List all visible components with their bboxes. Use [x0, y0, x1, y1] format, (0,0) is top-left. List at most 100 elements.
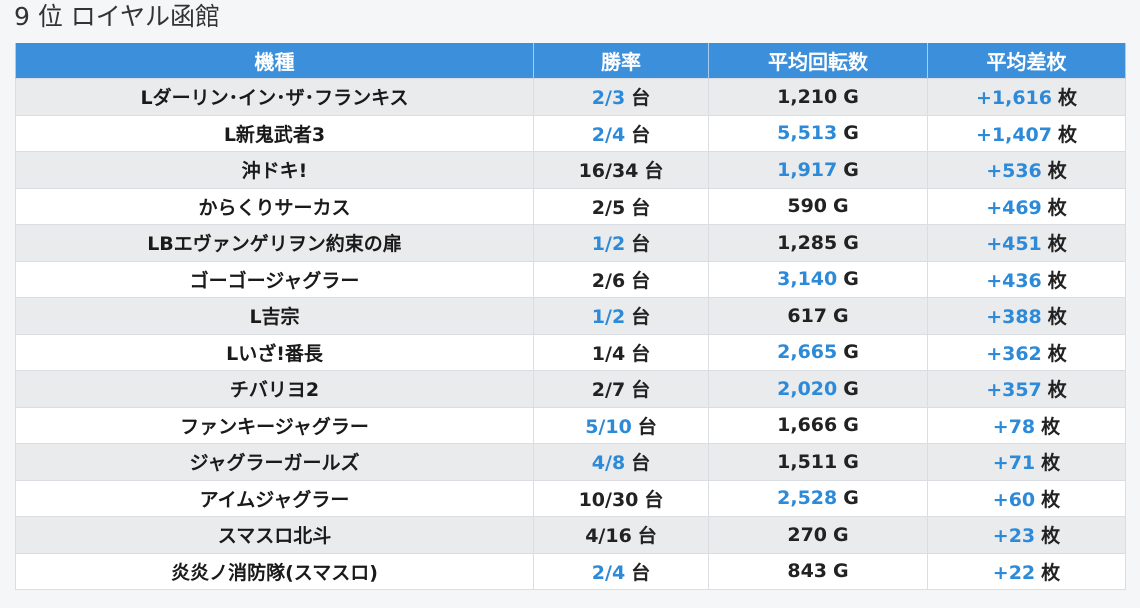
avg-diff-value: +436 — [986, 269, 1042, 292]
machine-name-cell: Lいざ!番長 — [15, 333, 534, 371]
avg-spins-cell: 1,210 G — [708, 78, 928, 116]
avg-spins-unit: G — [833, 560, 849, 583]
table-row: 炎炎ノ消防隊(スマスロ) 2/4 台 843 G +22 枚 — [15, 552, 1126, 590]
machine-name-cell: L新鬼武者3 — [15, 114, 534, 152]
table-row: ゴーゴージャグラー 2/6 台 3,140 G +436 枚 — [15, 260, 1126, 298]
avg-spins-unit: G — [843, 377, 859, 400]
avg-diff-value: +388 — [986, 306, 1042, 329]
machine-name: 沖ドキ! — [241, 160, 308, 183]
machine-name-cell: チバリヨ2 — [15, 370, 534, 408]
table-row: ジャグラーガールズ 4/8 台 1,511 G +71 枚 — [15, 443, 1126, 481]
avg-spins-unit: G — [843, 450, 859, 473]
win-rate-cell: 2/6 台 — [533, 260, 709, 298]
avg-spins-value: 843 — [787, 560, 828, 583]
win-rate-value: 1/2 — [591, 233, 626, 256]
avg-spins-cell: 617 G — [708, 297, 928, 335]
win-rate-unit: 台 — [644, 488, 664, 511]
table-row: Lいざ!番長 1/4 台 2,665 G +362 枚 — [15, 333, 1126, 371]
avg-diff-value: +1,616 — [975, 87, 1052, 110]
machine-name-cell: Lダーリン･イン･ザ･フランキス — [15, 78, 534, 116]
header-avg-diff: 平均差枚 — [927, 43, 1126, 79]
win-rate-cell: 4/8 台 — [533, 443, 709, 481]
win-rate-unit: 台 — [631, 379, 651, 402]
avg-spins-value: 5,513 — [777, 122, 838, 145]
avg-spins-cell: 1,285 G — [708, 224, 928, 262]
machine-name-cell: ジャグラーガールズ — [15, 443, 534, 481]
win-rate-unit: 台 — [644, 160, 664, 183]
avg-spins-cell: 270 G — [708, 516, 928, 554]
avg-spins-unit: G — [843, 487, 859, 510]
win-rate-cell: 2/4 台 — [533, 114, 709, 152]
avg-spins-unit: G — [843, 122, 859, 145]
win-rate-unit: 台 — [631, 123, 651, 146]
avg-spins-value: 3,140 — [777, 268, 838, 291]
machine-name: からくりサーカス — [198, 196, 351, 219]
avg-diff-unit: 枚 — [1047, 379, 1067, 402]
avg-diff-unit: 枚 — [1047, 306, 1067, 329]
machine-name: Lいざ!番長 — [226, 342, 323, 365]
avg-spins-cell: 2,528 G — [708, 479, 928, 517]
avg-spins-value: 1,511 — [777, 450, 838, 473]
machine-name: ファンキージャグラー — [180, 415, 369, 438]
avg-spins-cell: 1,666 G — [708, 406, 928, 444]
avg-spins-value: 590 — [787, 195, 828, 218]
avg-diff-value: +357 — [986, 379, 1042, 402]
avg-spins-unit: G — [843, 268, 859, 291]
win-rate-cell: 1/4 台 — [533, 333, 709, 371]
avg-spins-value: 270 — [787, 523, 828, 546]
avg-spins-cell: 5,513 G — [708, 114, 928, 152]
avg-spins-value: 617 — [787, 304, 828, 327]
avg-spins-value: 2,020 — [777, 377, 838, 400]
avg-spins-unit: G — [843, 231, 859, 254]
table-row: からくりサーカス 2/5 台 590 G +469 枚 — [15, 187, 1126, 225]
avg-spins-cell: 590 G — [708, 187, 928, 225]
avg-diff-cell: +22 枚 — [927, 552, 1126, 590]
machine-name: Lダーリン･イン･ザ･フランキス — [140, 87, 409, 110]
machine-name-cell: からくりサーカス — [15, 187, 534, 225]
avg-diff-cell: +1,407 枚 — [927, 114, 1126, 152]
avg-diff-unit: 枚 — [1047, 196, 1067, 219]
machine-name: アイムジャグラー — [199, 488, 350, 511]
win-rate-unit: 台 — [637, 525, 657, 548]
win-rate-unit: 台 — [637, 415, 657, 438]
avg-spins-unit: G — [843, 341, 859, 364]
avg-diff-cell: +78 枚 — [927, 406, 1126, 444]
table-row: チバリヨ2 2/7 台 2,020 G +357 枚 — [15, 370, 1126, 408]
machine-name: スマスロ北斗 — [217, 525, 332, 548]
machine-name-cell: 炎炎ノ消防隊(スマスロ) — [15, 552, 534, 590]
avg-diff-unit: 枚 — [1041, 415, 1061, 438]
avg-diff-cell: +23 枚 — [927, 516, 1126, 554]
win-rate-value: 10/30 — [578, 488, 639, 511]
avg-diff-cell: +357 枚 — [927, 370, 1126, 408]
avg-diff-value: +78 — [992, 415, 1036, 438]
win-rate-value: 2/3 — [591, 87, 626, 110]
avg-spins-value: 1,285 — [777, 231, 838, 254]
avg-spins-cell: 843 G — [708, 552, 928, 590]
machine-name: ジャグラーガールズ — [189, 452, 360, 475]
avg-spins-value: 1,210 — [777, 85, 838, 108]
machine-name-cell: ファンキージャグラー — [15, 406, 534, 444]
win-rate-value: 2/4 — [591, 561, 626, 584]
win-rate-value: 2/5 — [591, 196, 626, 219]
win-rate-unit: 台 — [631, 196, 651, 219]
win-rate-value: 1/2 — [591, 306, 626, 329]
avg-spins-unit: G — [843, 414, 859, 437]
win-rate-cell: 2/3 台 — [533, 78, 709, 116]
avg-diff-cell: +451 枚 — [927, 224, 1126, 262]
avg-spins-cell: 1,511 G — [708, 443, 928, 481]
win-rate-value: 5/10 — [585, 415, 632, 438]
avg-diff-unit: 枚 — [1041, 452, 1061, 475]
table-row: ファンキージャグラー 5/10 台 1,666 G +78 枚 — [15, 406, 1126, 444]
avg-spins-cell: 1,917 G — [708, 151, 928, 189]
win-rate-unit: 台 — [631, 342, 651, 365]
table-row: Lダーリン･イン･ザ･フランキス 2/3 台 1,210 G +1,616 枚 — [15, 78, 1126, 116]
machine-name-cell: LBエヴァンゲリヲン約束の扉 — [15, 224, 534, 262]
avg-diff-cell: +388 枚 — [927, 297, 1126, 335]
machine-name-cell: アイムジャグラー — [15, 479, 534, 517]
page-title: 9 位 ロイヤル函館 — [14, 2, 221, 31]
machine-name-cell: スマスロ北斗 — [15, 516, 534, 554]
avg-diff-value: +1,407 — [975, 123, 1052, 146]
win-rate-value: 2/4 — [591, 123, 626, 146]
machine-name: チバリヨ2 — [229, 379, 320, 402]
machine-name: L新鬼武者3 — [223, 123, 326, 146]
